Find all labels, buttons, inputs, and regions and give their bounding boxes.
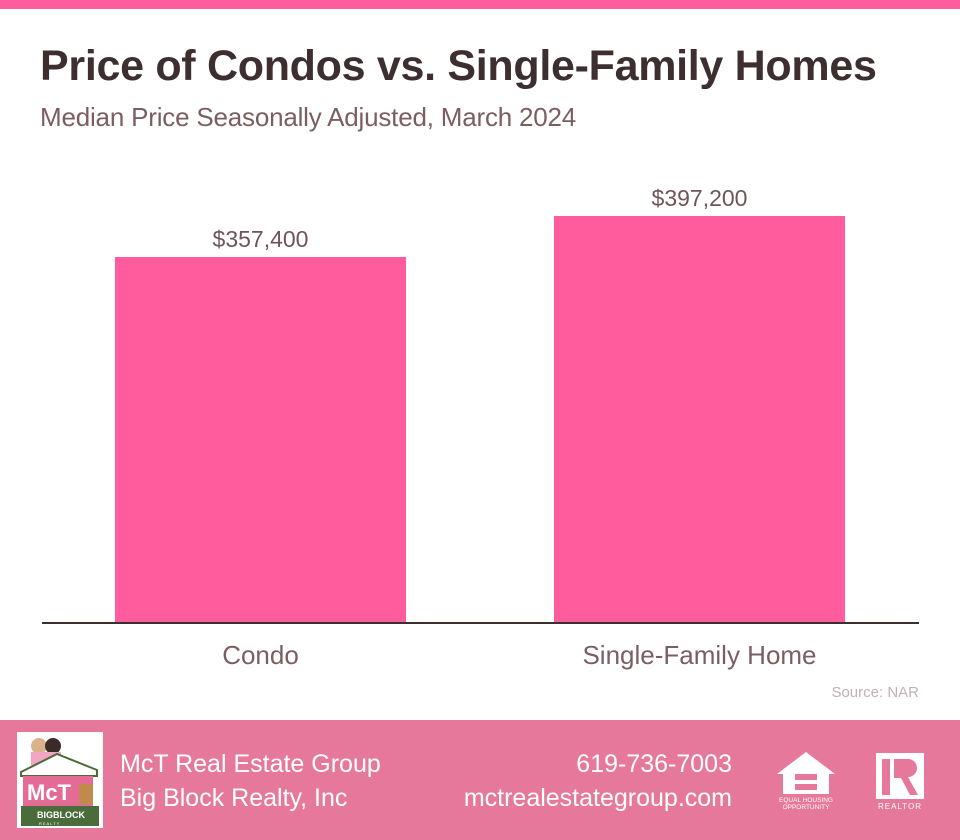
svg-text:EQUAL HOUSING: EQUAL HOUSING: [779, 797, 833, 804]
website-link[interactable]: mctrealestategroup.com: [463, 784, 732, 812]
brokerage-name: Big Block Realty, Inc: [120, 784, 348, 812]
svg-text:BIGBLOCK: BIGBLOCK: [37, 810, 85, 820]
realtor-icon: REALTOR: [876, 753, 924, 811]
bar-chart: $357,400 $397,200 Condo Single-Family Ho…: [42, 185, 919, 701]
bar-condo: [115, 257, 406, 623]
chart-title: Price of Condos vs. Single-Family Homes: [40, 42, 877, 90]
phone-number[interactable]: 619-736-7003: [576, 750, 732, 778]
svg-text:McT: McT: [27, 780, 72, 805]
top-accent-stripe: [0, 0, 960, 9]
svg-text:OPPORTUNITY: OPPORTUNITY: [783, 804, 830, 811]
bar-value-label-single-family: $397,200: [651, 185, 748, 211]
company-name: McT Real Estate Group: [120, 750, 381, 778]
svg-text:R E A L T Y: R E A L T Y: [39, 821, 60, 826]
company-logo: McT BIGBLOCK R E A L T Y: [17, 732, 103, 828]
chart-subtitle: Median Price Seasonally Adjusted, March …: [40, 102, 577, 132]
svg-text:REALTOR: REALTOR: [878, 802, 922, 811]
footer-bar: McT BIGBLOCK R E A L T Y McT Real Estate…: [0, 720, 960, 840]
source-note: Source: NAR: [831, 684, 919, 701]
x-axis-label-condo: Condo: [222, 640, 299, 670]
bar-single-family-home: [554, 216, 845, 623]
bar-value-label-condo: $357,400: [212, 226, 309, 252]
logo-graphic-icon: McT BIGBLOCK R E A L T Y: [17, 732, 103, 828]
x-axis-label-single-family-home: Single-Family Home: [582, 640, 817, 670]
equal-housing-opportunity-icon: EQUAL HOUSING OPPORTUNITY: [777, 752, 835, 811]
x-axis-line: [42, 622, 919, 624]
